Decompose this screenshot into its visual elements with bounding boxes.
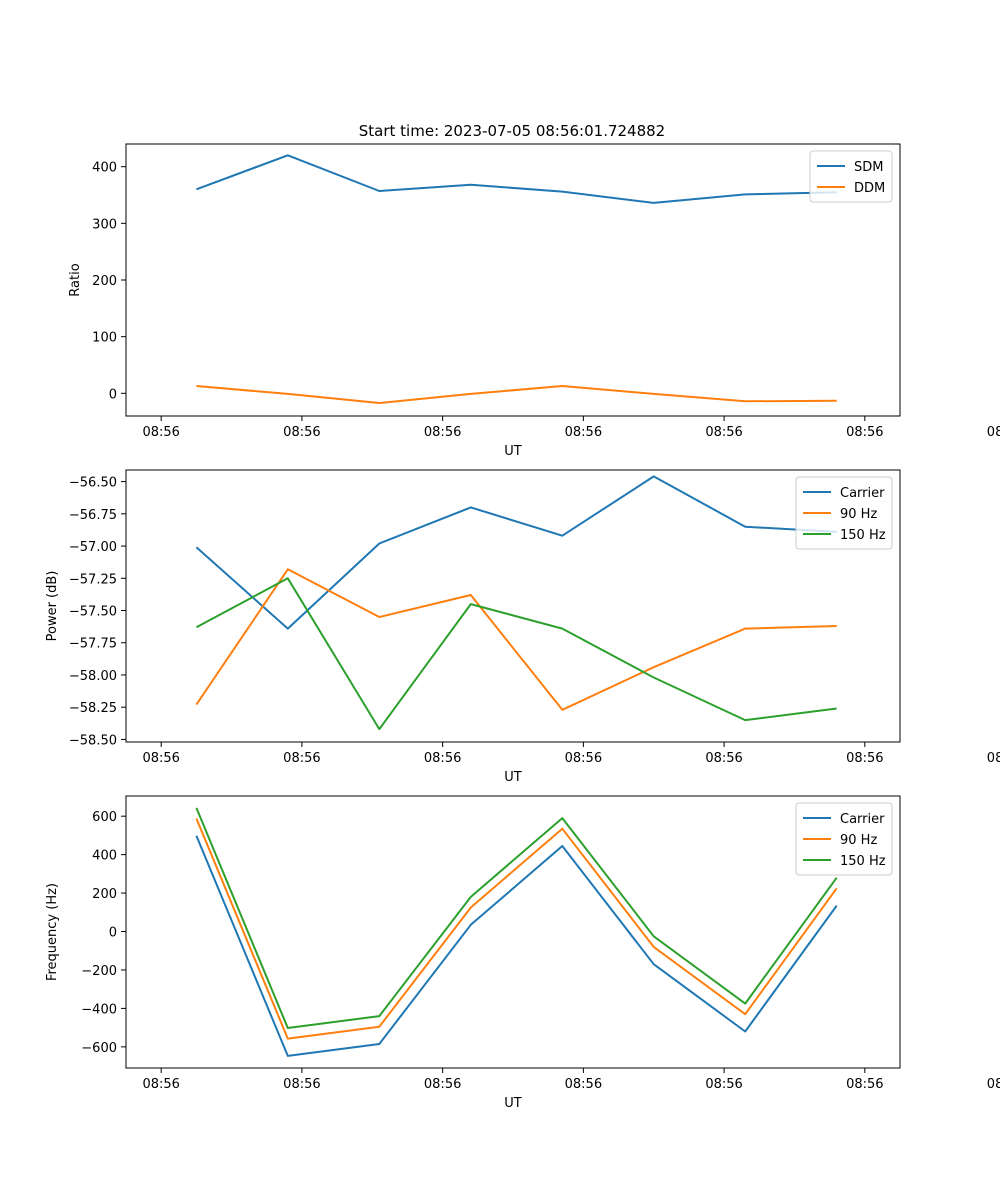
- y-tick-label: 400: [92, 849, 117, 864]
- subplot-frequency: 08:56 08:56 08:56 08:56 08:56 08:56 08:57 −600 −…: [45, 795, 1000, 1111]
- y-tick-label: −57.00: [69, 540, 117, 555]
- series-line-carrier: [195, 835, 838, 1057]
- y-tick-label: −58.00: [69, 669, 117, 684]
- y-axis-label: Ratio: [68, 263, 83, 296]
- x-tick-label: 08:56: [565, 425, 602, 440]
- x-tick-label: 08:56: [424, 751, 461, 766]
- x-tick-label: 08:56: [565, 1077, 602, 1092]
- legend-label: 150 Hz: [840, 854, 886, 869]
- x-tick-label: 08:56: [142, 751, 179, 766]
- x-tick-label: 08:56: [424, 425, 461, 440]
- x-axis-label: UT: [504, 770, 522, 785]
- y-axis-label: Frequency (Hz): [45, 883, 60, 981]
- x-tick-label: 08:56: [705, 1077, 742, 1092]
- axes-frame: [125, 795, 901, 1069]
- legend-box: [795, 802, 893, 876]
- legend: Carrier 90 Hz 150 Hz: [795, 476, 893, 550]
- figure-title: Start time: 2023-07-05 08:56:01.724882: [359, 122, 665, 140]
- y-tick-label: 100: [92, 331, 117, 346]
- legend: Carrier 90 Hz 150 Hz: [795, 802, 893, 876]
- legend-box: [809, 150, 893, 203]
- legend-label: Carrier: [840, 486, 885, 501]
- x-tick-label: 08:57: [987, 425, 1000, 440]
- y-tick-label: −56.50: [69, 476, 117, 491]
- x-tick-label: 08:57: [987, 1077, 1000, 1092]
- plots: 08:56 08:56 08:56 08:56 08:56 08:56 08:57 0 100 2…: [45, 143, 1000, 1111]
- subplot-ratio: 08:56 08:56 08:56 08:56 08:56 08:56 08:57 0 100 2…: [68, 143, 1000, 459]
- y-tick-label: −56.75: [69, 508, 117, 523]
- legend-label: DDM: [854, 181, 885, 196]
- y-tick-label: −57.25: [69, 572, 117, 587]
- x-tick-label: 08:56: [705, 425, 742, 440]
- y-tick-label: 600: [92, 810, 117, 825]
- legend-label: Carrier: [840, 812, 885, 827]
- x-tick-label: 08:56: [846, 751, 883, 766]
- axes-frame: [125, 469, 901, 743]
- y-tick-label: −58.25: [69, 701, 117, 716]
- series-line-150-hz: [195, 577, 837, 731]
- x-tick-label: 08:56: [565, 751, 602, 766]
- y-tick-label: −57.50: [69, 605, 117, 620]
- x-tick-label: 08:56: [424, 1077, 461, 1092]
- legend-label: 90 Hz: [840, 507, 877, 522]
- x-tick-label: 08:56: [283, 1077, 320, 1092]
- x-tick-label: 08:56: [142, 1077, 179, 1092]
- subplot-power: 08:56 08:56 08:56 08:56 08:56 08:56 08:57 −58.5…: [45, 469, 1000, 785]
- legend-label: SDM: [854, 160, 883, 175]
- y-tick-label: 400: [92, 161, 117, 176]
- axes-frame: [125, 143, 901, 417]
- legend-label: 90 Hz: [840, 833, 877, 848]
- x-axis-label: UT: [504, 444, 522, 459]
- legend-label: 150 Hz: [840, 528, 886, 543]
- series-line-ddm: [196, 385, 837, 404]
- x-tick-label: 08:56: [283, 751, 320, 766]
- x-tick-label: 08:56: [705, 751, 742, 766]
- y-tick-label: −600: [81, 1041, 117, 1056]
- y-tick-label: −200: [81, 964, 117, 979]
- x-tick-label: 08:56: [142, 425, 179, 440]
- y-tick-label: 0: [109, 926, 117, 941]
- y-tick-label: 200: [92, 887, 117, 902]
- series-line-150-hz: [195, 807, 838, 1029]
- series-line-90-hz: [195, 818, 838, 1040]
- y-tick-label: −400: [81, 1002, 117, 1017]
- y-tick-label: −58.50: [69, 733, 117, 748]
- legend-box: [795, 476, 893, 550]
- x-tick-label: 08:56: [283, 425, 320, 440]
- series-line-carrier: [195, 475, 837, 630]
- legend: SDM DDM: [809, 150, 893, 203]
- y-tick-label: 300: [92, 217, 117, 232]
- y-axis-label: Power (dB): [45, 571, 60, 642]
- x-tick-label: 08:56: [846, 1077, 883, 1092]
- x-tick-label: 08:56: [846, 425, 883, 440]
- series-line-90-hz: [195, 568, 837, 711]
- x-tick-label: 08:57: [987, 751, 1000, 766]
- y-tick-label: 0: [109, 387, 117, 402]
- y-tick-label: −57.75: [69, 637, 117, 652]
- y-tick-label: 200: [92, 274, 117, 289]
- x-axis-label: UT: [504, 1096, 522, 1111]
- series-line-sdm: [196, 154, 837, 204]
